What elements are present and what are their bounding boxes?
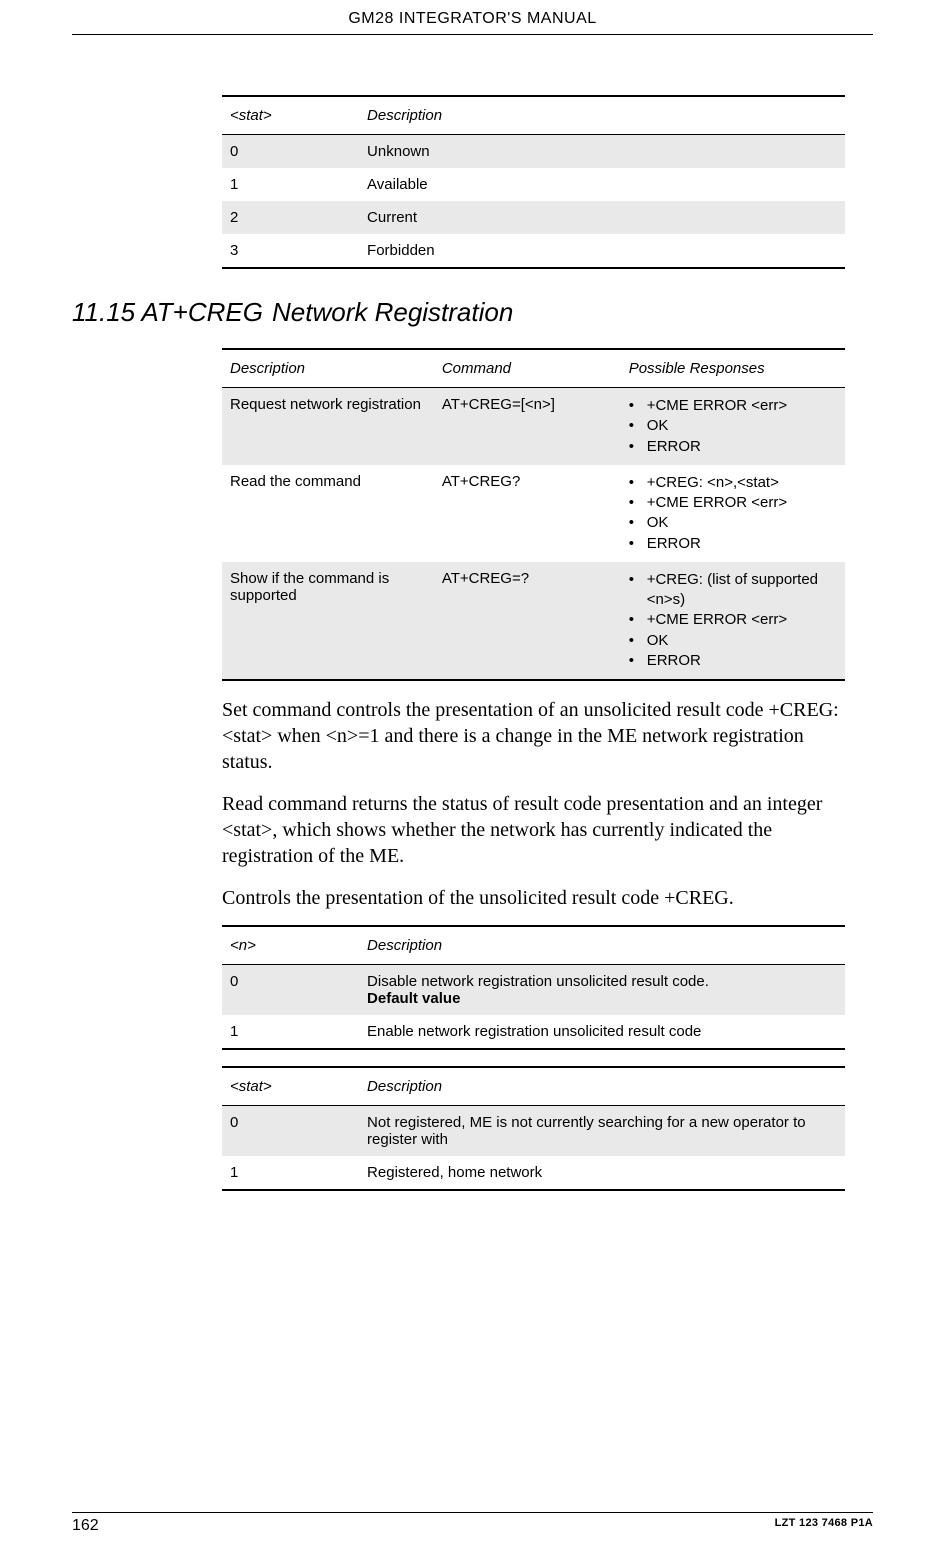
stat-table-bottom-row: <stat> Description 0 Not registered, ME …: [72, 1066, 873, 1191]
table-row: 1 Enable network registration unsolicite…: [222, 1015, 845, 1049]
section-heading-row: 11.15 AT+CREG Network Registration: [72, 297, 873, 328]
list-item: +CREG: <n>,<stat>: [629, 473, 837, 493]
col-header: <stat>: [222, 96, 359, 135]
cell: 0: [222, 1106, 359, 1157]
cell: Enable network registration unsolicited …: [359, 1015, 845, 1049]
cell-bold: Default value: [367, 990, 460, 1007]
col-header: Possible Responses: [621, 349, 845, 388]
n-table: <n> Description 0 Disable network regist…: [222, 925, 845, 1050]
response-list: +CREG: (list of supported <n>s) +CME ERR…: [629, 570, 837, 671]
body-text-row: Set command controls the presentation of…: [72, 681, 873, 911]
cell: 3: [222, 234, 359, 268]
cell: Unknown: [359, 135, 845, 169]
cell: Show if the command is supported: [222, 562, 434, 680]
cell: Available: [359, 168, 845, 201]
paragraph: Controls the presentation of the unsolic…: [222, 885, 845, 911]
cell: +CME ERROR <err> OK ERROR: [621, 388, 845, 465]
list-item: ERROR: [629, 651, 837, 671]
table-row: 0 Disable network registration unsolicit…: [222, 965, 845, 1016]
col-header: Description: [359, 96, 845, 135]
table-header: <stat> Description: [222, 96, 845, 135]
response-list: +CME ERROR <err> OK ERROR: [629, 396, 837, 457]
stat-table-top: <stat> Description 0 Unknown 1 Available…: [222, 95, 845, 269]
page: GM28 INTEGRATOR'S MANUAL <stat> Descript…: [0, 0, 945, 1563]
col-header: Description: [222, 349, 434, 388]
list-item: +CME ERROR <err>: [629, 493, 837, 513]
content-area: <stat> Description 0 Unknown 1 Available…: [72, 95, 873, 1191]
col-header: <stat>: [222, 1067, 359, 1106]
list-item: OK: [629, 631, 837, 651]
list-item: ERROR: [629, 437, 837, 457]
section-title: Network Registration: [272, 297, 845, 328]
list-item: +CREG: (list of supported <n>s): [629, 570, 837, 611]
table-row: 2 Current: [222, 201, 845, 234]
cell: 0: [222, 135, 359, 169]
cell: Read the command: [222, 465, 434, 562]
table-header: <stat> Description: [222, 1067, 845, 1106]
footer: 162 LZT 123 7468 P1A: [72, 1512, 873, 1535]
page-number: 162: [72, 1517, 99, 1535]
cmd-table: Description Command Possible Responses R…: [222, 348, 845, 681]
table-row: 1 Available: [222, 168, 845, 201]
cell-text: Disable network registration unsolicited…: [367, 973, 709, 990]
table-row: 1 Registered, home network: [222, 1156, 845, 1190]
running-head: GM28 INTEGRATOR'S MANUAL: [0, 10, 945, 28]
list-item: OK: [629, 513, 837, 533]
paragraph: Set command controls the presentation of…: [222, 697, 845, 775]
list-item: +CME ERROR <err>: [629, 610, 837, 630]
cell: Not registered, ME is not currently sear…: [359, 1106, 845, 1157]
cell: AT+CREG=?: [434, 562, 621, 680]
cell: Current: [359, 201, 845, 234]
list-item: ERROR: [629, 534, 837, 554]
col-header: <n>: [222, 926, 359, 965]
cell: 1: [222, 1156, 359, 1190]
paragraph: Read command returns the status of resul…: [222, 791, 845, 869]
table-row: Show if the command is supported AT+CREG…: [222, 562, 845, 680]
table-row: 0 Not registered, ME is not currently se…: [222, 1106, 845, 1157]
cell: 2: [222, 201, 359, 234]
cell: +CREG: <n>,<stat> +CME ERROR <err> OK ER…: [621, 465, 845, 562]
cell: Disable network registration unsolicited…: [359, 965, 845, 1016]
col-header: Command: [434, 349, 621, 388]
list-item: +CME ERROR <err>: [629, 396, 837, 416]
table-header: <n> Description: [222, 926, 845, 965]
cell: Registered, home network: [359, 1156, 845, 1190]
col-header: Description: [359, 1067, 845, 1106]
cell: 1: [222, 1015, 359, 1049]
cell: +CREG: (list of supported <n>s) +CME ERR…: [621, 562, 845, 680]
doc-code: LZT 123 7468 P1A: [775, 1517, 873, 1535]
cell: AT+CREG=[<n>]: [434, 388, 621, 465]
table-row: 3 Forbidden: [222, 234, 845, 268]
table-row: Request network registration AT+CREG=[<n…: [222, 388, 845, 465]
cell: Request network registration: [222, 388, 434, 465]
cell: 0: [222, 965, 359, 1016]
n-table-row: <n> Description 0 Disable network regist…: [72, 925, 873, 1050]
stat-table-bottom: <stat> Description 0 Not registered, ME …: [222, 1066, 845, 1191]
response-list: +CREG: <n>,<stat> +CME ERROR <err> OK ER…: [629, 473, 837, 554]
table-row: 0 Unknown: [222, 135, 845, 169]
stat-table-top-row: <stat> Description 0 Unknown 1 Available…: [72, 95, 873, 269]
section-number: 11.15 AT+CREG: [72, 297, 272, 328]
cell: 1: [222, 168, 359, 201]
list-item: OK: [629, 416, 837, 436]
top-rule: [72, 34, 873, 35]
cell: AT+CREG?: [434, 465, 621, 562]
table-row: Read the command AT+CREG? +CREG: <n>,<st…: [222, 465, 845, 562]
table-header: Description Command Possible Responses: [222, 349, 845, 388]
cell: Forbidden: [359, 234, 845, 268]
cmd-table-row: Description Command Possible Responses R…: [72, 348, 873, 681]
col-header: Description: [359, 926, 845, 965]
